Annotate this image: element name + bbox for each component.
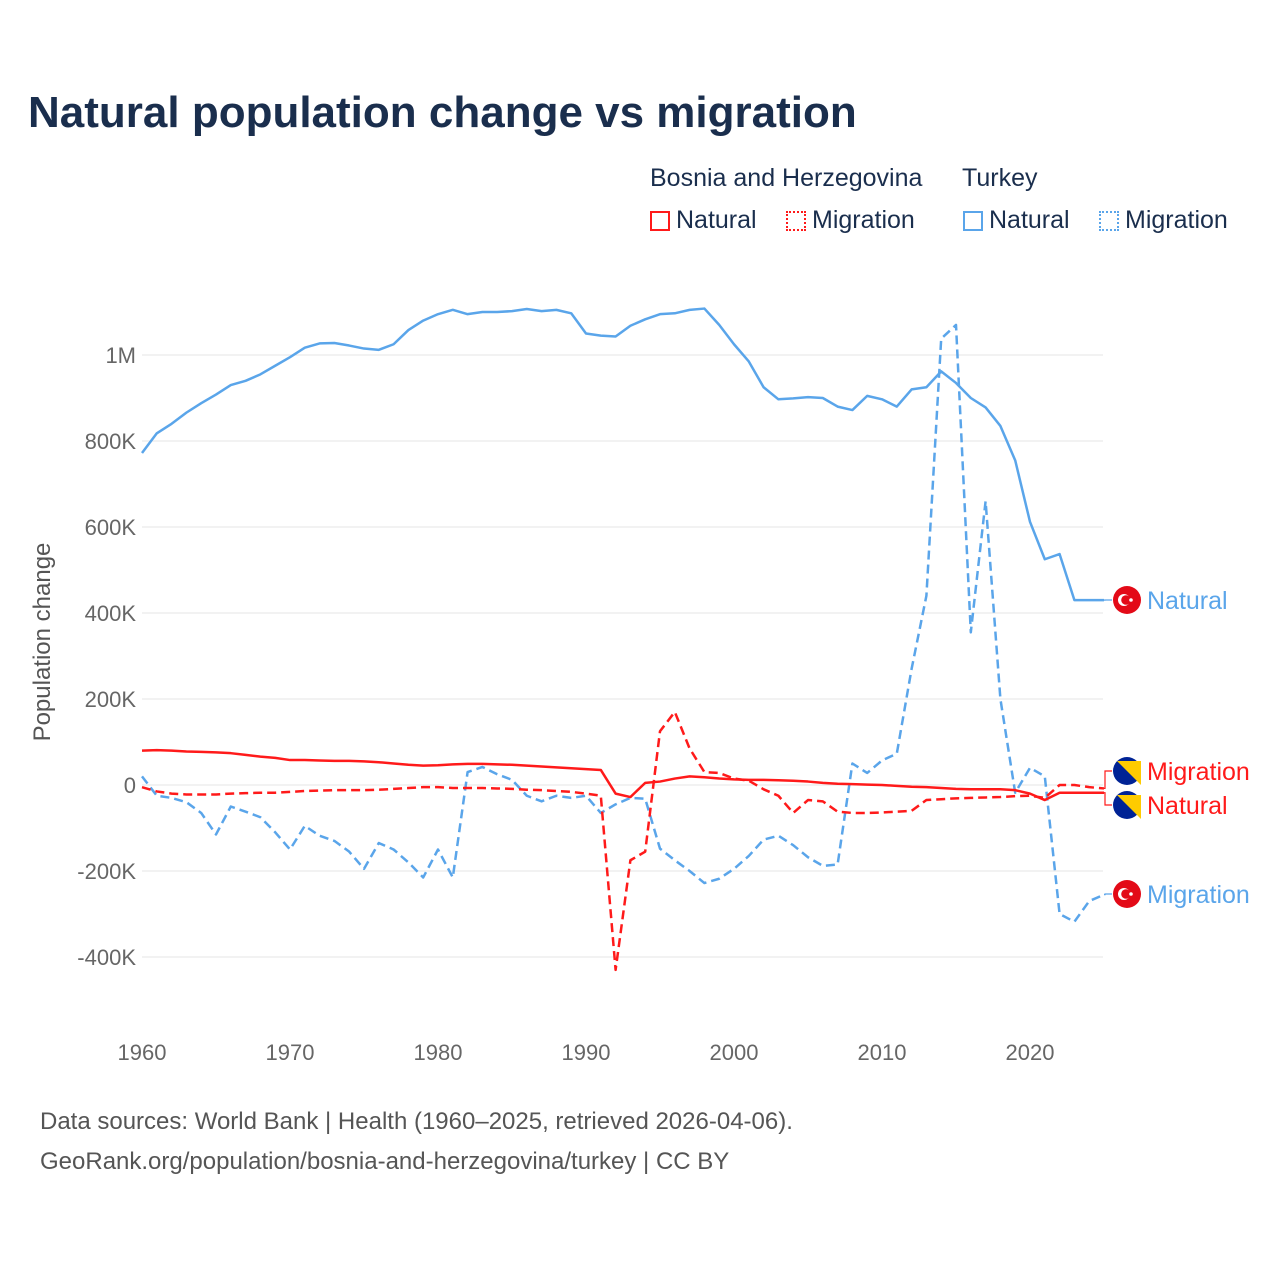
y-tick-label: 600K — [85, 515, 137, 540]
x-tick-label: 1980 — [414, 1040, 463, 1065]
legend-swatch-dotted — [786, 210, 806, 231]
series-end-label: Natural — [1147, 587, 1228, 615]
x-tick-label: 1970 — [266, 1040, 315, 1065]
y-tick-label: 1M — [105, 343, 136, 368]
label-connector — [1104, 893, 1112, 896]
y-tick-label: 0 — [124, 773, 136, 798]
y-tick-label: 400K — [85, 601, 137, 626]
legend-label: Natural — [676, 206, 757, 234]
chart-title: Natural population change vs migration — [28, 88, 857, 137]
legend-bih-natural[interactable]: Natural — [650, 206, 757, 235]
legend-bih-migration[interactable]: Migration — [786, 206, 915, 235]
x-tick-label: 1990 — [562, 1040, 611, 1065]
x-tick-label: 2010 — [858, 1040, 907, 1065]
label-connector — [1104, 770, 1112, 790]
series-line-bih-migration — [141, 710, 1105, 972]
x-tick-label: 2020 — [1006, 1040, 1055, 1065]
legend-swatch-solid — [650, 210, 670, 231]
bih-flag-icon — [1113, 757, 1141, 785]
footer-link[interactable]: GeoRank.org/population/bosnia-and-herzeg… — [40, 1148, 730, 1175]
series-end-label: Natural — [1147, 792, 1228, 820]
y-tick-label: -400K — [77, 945, 136, 970]
turkey-flag-icon — [1113, 586, 1141, 614]
legend-turkey-migration[interactable]: Migration — [1099, 206, 1228, 235]
x-tick-label: 1960 — [118, 1040, 167, 1065]
legend-label: Migration — [1125, 206, 1228, 234]
y-tick-label: -200K — [77, 859, 136, 884]
series-line-turkey-natural — [140, 307, 1104, 602]
legend-group-turkey: Turkey — [962, 164, 1038, 192]
x-tick-label: 2000 — [710, 1040, 759, 1065]
series-end-label: Migration — [1147, 758, 1250, 786]
legend-label: Migration — [812, 206, 915, 234]
legend-label: Natural — [989, 206, 1070, 234]
series-line-bih-natural — [141, 748, 1104, 802]
y-tick-label: 200K — [85, 687, 137, 712]
legend-swatch-dotted — [1099, 210, 1119, 231]
legend-group-bih: Bosnia and Herzegovina — [650, 164, 923, 192]
bih-flag-icon — [1113, 791, 1141, 819]
y-axis-label: Population change — [29, 543, 56, 742]
label-connector — [1104, 792, 1112, 806]
legend-swatch-solid — [963, 210, 983, 231]
turkey-flag-icon — [1113, 880, 1141, 908]
legend-turkey-natural[interactable]: Natural — [963, 206, 1070, 235]
series-line-turkey-migration — [141, 323, 1105, 923]
y-tick-label: 800K — [85, 429, 137, 454]
footer-sources: Data sources: World Bank | Health (1960–… — [40, 1108, 793, 1135]
series-end-label: Migration — [1147, 881, 1250, 909]
